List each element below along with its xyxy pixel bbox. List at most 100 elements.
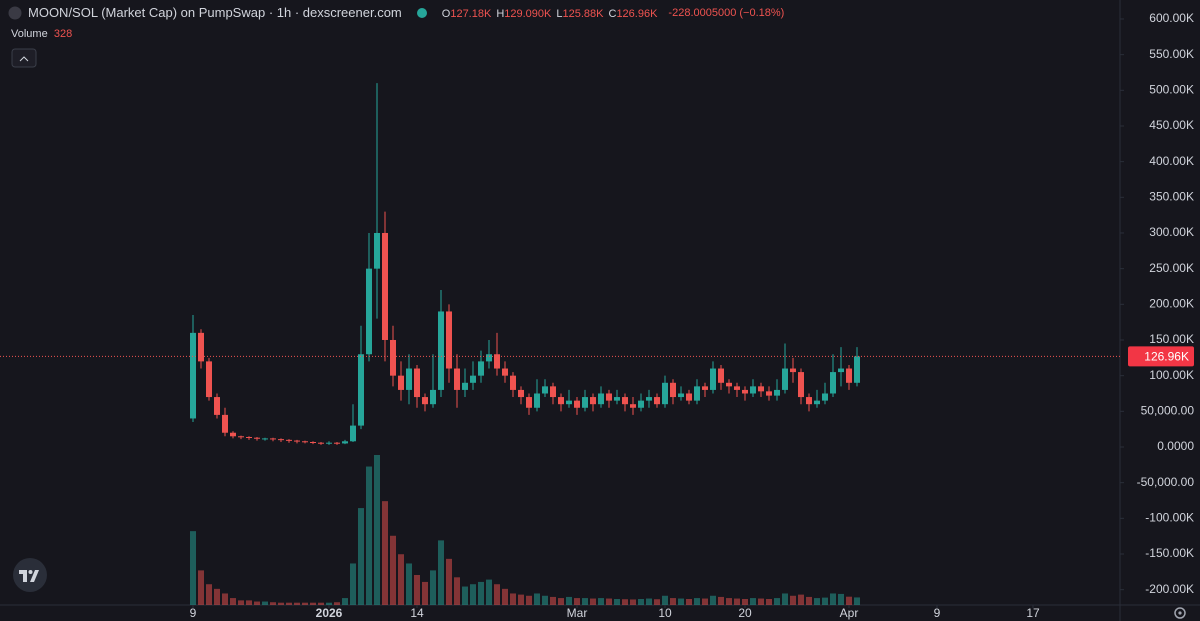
volume-bar <box>270 602 276 605</box>
y-tick-label: 500.00K <box>1149 82 1194 96</box>
volume-bar <box>782 593 788 605</box>
volume-bar <box>526 595 532 605</box>
x-tick-label: Apr <box>840 606 859 620</box>
volume-bar <box>310 602 316 605</box>
volume-bar <box>198 570 204 605</box>
volume-pane <box>190 455 860 605</box>
candle-body <box>286 439 292 441</box>
settings-icon[interactable] <box>1174 607 1186 619</box>
volume-legend: Volume 328 <box>11 28 72 40</box>
candle-body <box>806 397 812 405</box>
y-tick-label: -200.00K <box>1145 582 1194 596</box>
ohlc-value: 125.88K <box>562 8 604 20</box>
volume-bar <box>502 588 508 605</box>
volume-bar <box>646 598 652 605</box>
candle-body <box>782 368 788 390</box>
volume-bar <box>510 593 516 605</box>
y-tick-label: -50,000.00 <box>1137 475 1195 489</box>
candle-body <box>366 268 372 355</box>
candle-body <box>598 393 604 405</box>
candle-body <box>822 393 828 401</box>
volume-bar <box>190 531 196 605</box>
ohlc-key: O <box>441 8 451 20</box>
candle-body <box>606 393 612 401</box>
volume-bar <box>686 599 692 605</box>
candle-body <box>406 368 412 390</box>
candle-body <box>790 368 796 373</box>
volume-bar <box>446 558 452 605</box>
volume-bar <box>230 598 236 605</box>
candle-body <box>470 375 476 383</box>
candle-body <box>318 442 324 444</box>
volume-bar <box>654 599 660 605</box>
candle-body <box>678 393 684 398</box>
volume-bar <box>582 598 588 605</box>
candle-body <box>438 311 444 390</box>
candle-body <box>534 393 540 408</box>
y-tick-label: 0.0000 <box>1157 439 1194 453</box>
candle-body <box>542 386 548 394</box>
y-tick-label: 600.00K <box>1149 11 1194 25</box>
volume-bar <box>294 602 300 605</box>
volume-bar <box>486 579 492 605</box>
volume-bar <box>398 554 404 605</box>
candle-body <box>454 368 460 390</box>
volume-bar <box>462 586 468 605</box>
candle-body <box>254 437 260 439</box>
candle-body <box>774 389 780 396</box>
volume-bar <box>814 598 820 605</box>
volume-bar <box>718 596 724 605</box>
volume-bar <box>822 597 828 605</box>
candle-body <box>414 368 420 398</box>
volume-bar <box>638 599 644 605</box>
candle-body <box>190 332 196 419</box>
candle-body <box>510 375 516 390</box>
candle-body <box>398 375 404 390</box>
volume-bar <box>342 598 348 605</box>
volume-bar <box>286 602 292 605</box>
volume-bar <box>438 540 444 605</box>
volume-bar <box>214 588 220 605</box>
volume-bar <box>382 501 388 605</box>
ohlc-value: 129.090K <box>504 8 552 20</box>
volume-bar <box>254 601 260 605</box>
candle-body <box>486 354 492 362</box>
x-tick-label: 10 <box>658 606 672 620</box>
volume-bar <box>318 602 324 605</box>
candle-body <box>310 441 316 443</box>
candle-body <box>590 397 596 405</box>
candle-body <box>734 386 740 390</box>
y-tick-label: 250.00K <box>1149 261 1194 275</box>
volume-bar <box>830 593 836 605</box>
volume-bar <box>614 599 620 605</box>
candle-body <box>830 372 836 394</box>
candle-body <box>710 368 716 390</box>
y-tick-label: 150.00K <box>1149 332 1194 346</box>
last-price-label: 126.96K <box>1144 350 1189 364</box>
chart-title: MOON/SOL (Market Cap) on PumpSwap · 1h ·… <box>28 5 402 20</box>
volume-bar <box>494 584 500 605</box>
volume-bar <box>694 598 700 605</box>
tradingview-logo[interactable] <box>13 558 47 592</box>
candle-body <box>670 382 676 398</box>
volume-bar <box>598 598 604 605</box>
collapse-button[interactable] <box>11 48 37 68</box>
y-tick-label: 550.00K <box>1149 47 1194 61</box>
volume-bar <box>806 596 812 605</box>
volume-bar <box>742 599 748 605</box>
candle-body <box>742 389 748 394</box>
volume-bar <box>262 601 268 605</box>
candle-body <box>390 339 396 376</box>
volume-bar <box>574 598 580 605</box>
volume-bar <box>278 602 284 605</box>
x-tick-label: 14 <box>410 606 424 620</box>
candle-body <box>526 397 532 408</box>
candle-body <box>302 441 308 443</box>
volume-bar <box>422 581 428 605</box>
candle-body <box>334 442 340 444</box>
candle-body <box>614 397 620 401</box>
candle-body <box>430 389 436 405</box>
candle-body <box>854 356 860 383</box>
